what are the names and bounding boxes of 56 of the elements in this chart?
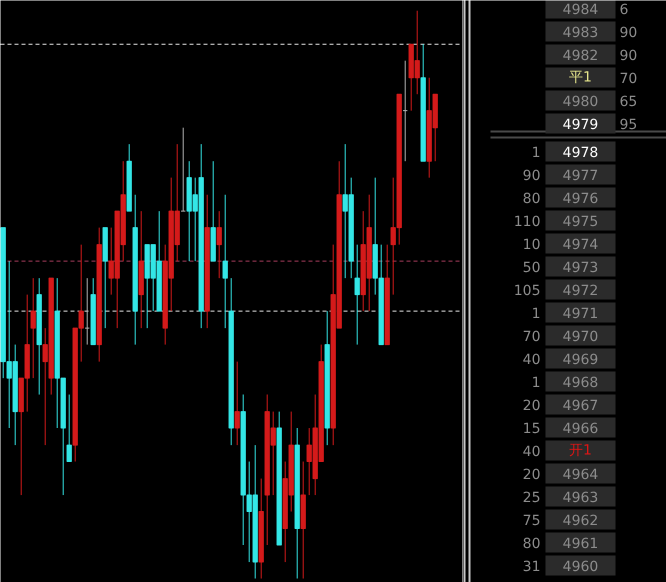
y-tick-label: 4976	[562, 191, 598, 207]
data-label: 70	[620, 71, 638, 87]
y-tick-label: 4972	[562, 283, 598, 299]
data-label: 110	[514, 214, 541, 230]
data-label: 65	[620, 94, 638, 110]
y-tick-label: 4969	[562, 352, 598, 368]
data-label: 90	[620, 48, 638, 64]
y-tick-label: 4968	[562, 375, 598, 391]
data-label: 80	[522, 536, 541, 552]
data-label: 90	[522, 168, 541, 184]
data-label: 25	[522, 490, 541, 506]
data-label: 15	[522, 421, 541, 437]
y-tick-label: 4967	[562, 398, 598, 414]
candlestick	[66, 394, 72, 462]
data-label: 80	[522, 191, 541, 207]
data-label: 40	[522, 352, 541, 368]
y-tick-label: 开1	[569, 442, 592, 458]
candlestick	[354, 244, 360, 346]
data-label: 75	[522, 513, 541, 529]
data-label: 40	[522, 444, 541, 460]
y-tick-label: 4963	[562, 490, 598, 506]
y-tick-label: 4979	[562, 117, 598, 133]
y-tick-label: 4973	[562, 260, 598, 276]
y-tick-label: 4975	[562, 214, 598, 230]
data-label: 95	[620, 117, 638, 133]
candlestick	[234, 361, 240, 446]
y-tick-label: 4962	[562, 513, 598, 529]
y-tick-label: 4971	[562, 306, 598, 322]
candlestick	[222, 194, 228, 329]
y-tick-label: 4961	[562, 536, 598, 552]
data-label: 1	[532, 306, 541, 322]
data-label: 105	[514, 283, 541, 299]
y-tick-label: 4983	[562, 25, 598, 41]
data-label: 6	[620, 2, 628, 18]
candlestick	[30, 278, 36, 379]
data-label: 90	[620, 25, 638, 41]
data-label: 10	[522, 237, 541, 253]
y-tick-label: 4984	[562, 2, 598, 18]
data-label: 20	[522, 398, 541, 414]
y-tick-label: 4978	[562, 145, 598, 161]
y-tick-label: 4966	[562, 421, 598, 437]
data-label: 20	[522, 467, 541, 483]
data-label: 1	[532, 375, 541, 391]
y-tick-label: 4964	[562, 467, 598, 483]
y-tick-label: 4977	[562, 168, 598, 184]
y-tick-label: 4982	[562, 48, 598, 64]
y-tick-label: 平1	[569, 70, 592, 86]
data-label: 50	[522, 260, 541, 276]
data-label: 1	[532, 145, 541, 161]
candlestick	[216, 210, 222, 279]
y-tick-label: 4980	[562, 94, 598, 110]
y-tick-label: 4974	[562, 237, 598, 253]
data-label: 31	[522, 559, 541, 575]
y-tick-label: 4960	[562, 559, 598, 575]
data-label: 70	[522, 329, 541, 345]
y-tick-label: 4970	[562, 329, 598, 345]
